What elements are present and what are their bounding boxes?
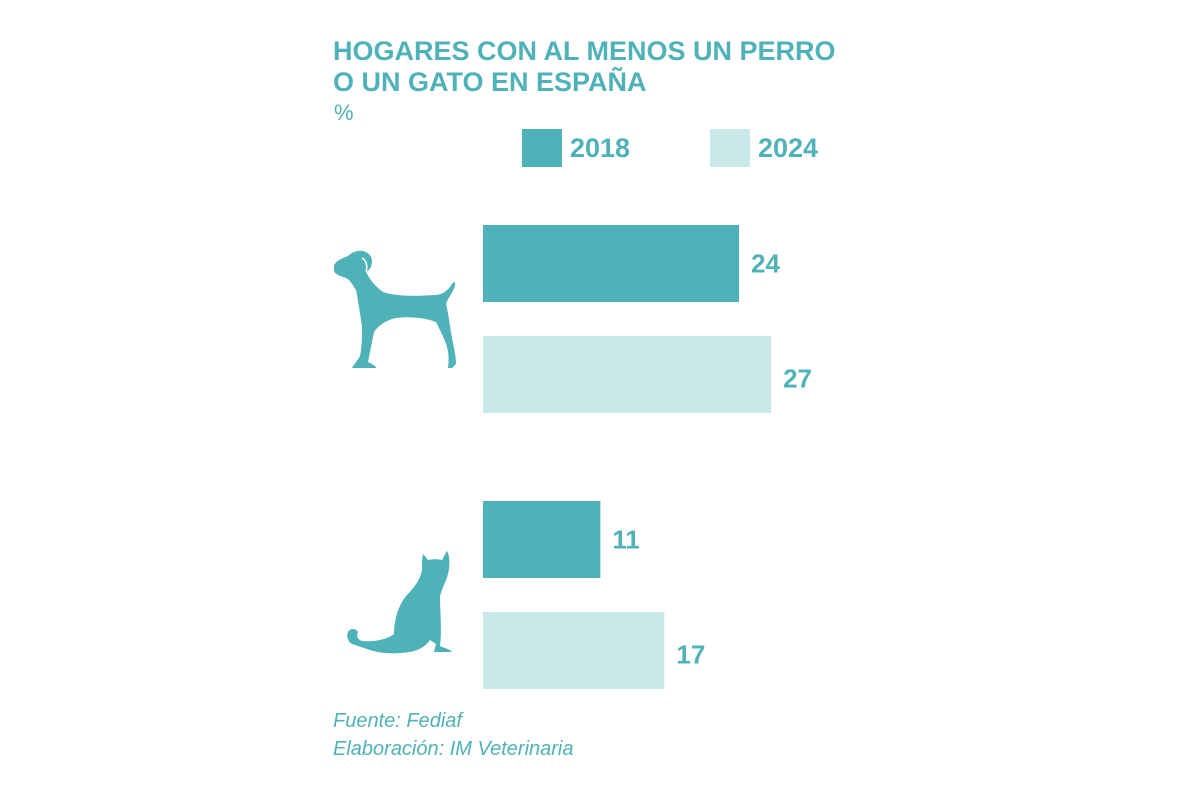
legend-swatch-2018: [522, 129, 562, 167]
legend-item-2018: 2018: [522, 129, 630, 167]
legend-label-2024: 2024: [758, 132, 819, 163]
dog-icon: [334, 250, 456, 368]
chart-title-line-1: HOGARES CON AL MENOS UN PERRO: [333, 36, 836, 66]
legend-swatch-2024: [710, 129, 750, 167]
chart-title: HOGARES CON AL MENOS UN PERRO O UN GATO …: [333, 36, 893, 98]
data-label-gato-2024: 17: [676, 640, 705, 670]
credit-text: Elaboración: IM Veterinaria: [333, 738, 574, 760]
chart-title-line-2: O UN GATO EN ESPAÑA: [333, 67, 647, 97]
legend-item-2024: 2024: [710, 129, 818, 167]
bar-gato-2024: [483, 612, 665, 689]
data-label-perro-2024: 27: [783, 364, 812, 394]
cat-icon: [347, 551, 452, 654]
bar-perro-2018: [483, 225, 740, 302]
bar-perro-2024: [483, 336, 772, 413]
source-text: Fuente: Fediaf: [333, 710, 462, 732]
bar-gato-2018: [483, 501, 601, 578]
data-label-perro-2018: 24: [751, 249, 780, 279]
unit-label: %: [334, 100, 354, 125]
legend-label-2018: 2018: [570, 132, 631, 163]
data-label-gato-2018: 11: [612, 525, 640, 555]
